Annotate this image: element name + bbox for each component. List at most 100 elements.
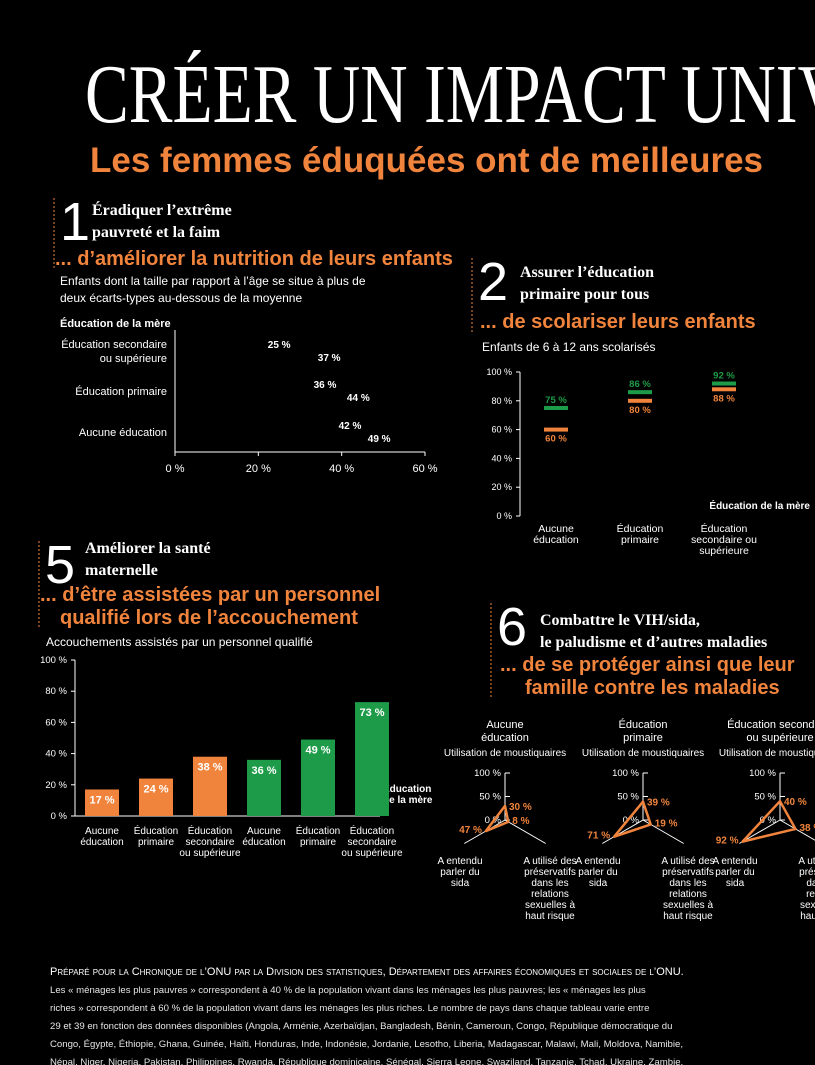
- x-axis-title: de la mère: [383, 795, 433, 806]
- r-tick-label: 0 %: [760, 815, 777, 826]
- category-label: Éducation secondaire: [61, 338, 167, 351]
- category-label: éducation: [533, 534, 579, 546]
- bar: [301, 739, 335, 816]
- category-label: Éducation: [296, 824, 340, 837]
- axis-label: A entendu: [437, 856, 482, 867]
- panel-title: Aucune: [486, 719, 523, 731]
- category-label: Éducation: [188, 824, 232, 837]
- y-tick-label: 80 %: [491, 396, 512, 406]
- y-axis-title: Éducation de la mère: [60, 317, 171, 330]
- section-number: 1: [60, 192, 90, 252]
- x-tick-label: 20 %: [246, 463, 271, 475]
- category-label: Aucune: [85, 826, 119, 837]
- section-subheading: ... d’être assistées par un personnel: [40, 584, 380, 606]
- value-label: 38 %: [799, 823, 815, 834]
- footer-text: Les « ménages les plus pauvres » corresp…: [50, 985, 646, 996]
- x-axis-title: Éducation: [383, 782, 431, 795]
- y-tick-label: 80 %: [45, 686, 67, 697]
- radar-axis: [464, 819, 506, 844]
- y-tick-label: 100 %: [40, 655, 67, 666]
- footer-text: 29 et 39 en fonction des données disponi…: [50, 1021, 672, 1032]
- value-label: 75 %: [545, 395, 567, 406]
- y-tick-label: 0 %: [496, 511, 512, 521]
- axis-label: sida: [451, 878, 470, 889]
- y-tick-label: 60 %: [45, 717, 67, 728]
- section-heading: le paludisme et d’autres maladies: [540, 634, 767, 651]
- axis-label: dans les: [669, 878, 706, 889]
- section-number: 5: [45, 535, 75, 595]
- y-tick-label: 40 %: [491, 453, 512, 463]
- axis-label: préservatifs: [524, 867, 576, 878]
- category-label: Aucune: [247, 826, 281, 837]
- category-label: ou supérieure: [341, 848, 403, 859]
- dash-mark: [628, 398, 652, 403]
- section-heading: Améliorer la santé: [85, 540, 211, 557]
- dash-mark: [544, 427, 568, 432]
- axis-label: relations: [806, 889, 815, 900]
- x-axis-title: Éducation de la mère: [709, 499, 810, 512]
- category-label: primaire: [138, 837, 175, 848]
- r-tick-label: 50 %: [479, 792, 501, 803]
- section-heading: pauvreté et la faim: [92, 224, 221, 241]
- value-label: 92 %: [713, 371, 735, 382]
- bar: [85, 789, 119, 816]
- value-label: 36 %: [251, 765, 276, 777]
- r-tick-label: 0 %: [623, 815, 640, 826]
- axis-label: sida: [589, 878, 608, 889]
- page-subtitle: Les femmes éduquées ont de meilleures: [90, 141, 763, 180]
- panel-title: primaire: [623, 732, 663, 744]
- value-label: 73 %: [359, 707, 384, 719]
- value-label: 92 %: [716, 836, 739, 847]
- value-label: 60 %: [545, 434, 567, 445]
- value-label: 19 %: [655, 818, 678, 829]
- axis-label: sexuelles à: [663, 900, 713, 911]
- panel-title: ou supérieure: [746, 732, 813, 744]
- axis-label: A utilisé des: [523, 856, 576, 867]
- bar: [139, 778, 173, 816]
- category-label: Éducation: [134, 824, 178, 837]
- value-label: 49 %: [368, 434, 391, 445]
- radar-shape: [741, 799, 797, 843]
- value-label: 38 %: [197, 762, 222, 774]
- axis-label: A entendu: [575, 856, 620, 867]
- category-label: éducation: [80, 837, 123, 848]
- x-tick-label: 40 %: [329, 463, 354, 475]
- x-tick-label: 0 %: [166, 463, 185, 475]
- axis-label: dans les: [806, 878, 815, 889]
- section-subheading: qualifié lors de l’accouchement: [60, 607, 358, 629]
- value-label: 49 %: [305, 745, 330, 757]
- axis-label: haut risque: [800, 911, 815, 922]
- x-tick-label: 60 %: [412, 463, 437, 475]
- y-tick-label: 40 %: [45, 749, 67, 760]
- footer-credit: Préparé pour la Chronique de l’ONU par l…: [50, 966, 684, 978]
- axis-label: haut risque: [525, 911, 575, 922]
- page-title: CRÉER UN IMPACT UNIV: [85, 48, 815, 141]
- r-tick-label: 50 %: [617, 792, 639, 803]
- axis-label: haut risque: [663, 911, 713, 922]
- y-tick-label: 20 %: [45, 780, 67, 791]
- axis-label: parler du: [715, 867, 754, 878]
- chart-note: Enfants dont la taille par rapport à l’â…: [60, 274, 366, 288]
- axis-label: sida: [726, 878, 745, 889]
- panel-title: Éducation: [619, 718, 668, 731]
- radar-shape: [484, 804, 510, 833]
- value-label: 86 %: [629, 379, 651, 390]
- value-label: 71 %: [587, 831, 610, 842]
- value-label: 30 %: [509, 802, 532, 813]
- category-label: Aucune: [538, 523, 574, 535]
- chart-note: Enfants de 6 à 12 ans scolarisés: [482, 340, 655, 354]
- radar-axis: [504, 819, 546, 844]
- bar: [193, 756, 227, 816]
- section-subheading: ... de scolariser leurs enfants: [480, 311, 756, 333]
- category-label: Aucune éducation: [79, 427, 167, 439]
- y-tick-label: 100 %: [486, 367, 512, 377]
- category-label: secondaire: [186, 837, 235, 848]
- chart-note: deux écarts-types au-dessous de la moyen…: [60, 291, 302, 305]
- r-tick-label: 50 %: [754, 792, 776, 803]
- section-number: 6: [497, 597, 527, 657]
- radar-axis: [779, 819, 815, 841]
- r-tick-label: 100 %: [474, 768, 501, 779]
- footer-text: Congo, Égypte, Éthiopie, Ghana, Guinée, …: [50, 1039, 683, 1050]
